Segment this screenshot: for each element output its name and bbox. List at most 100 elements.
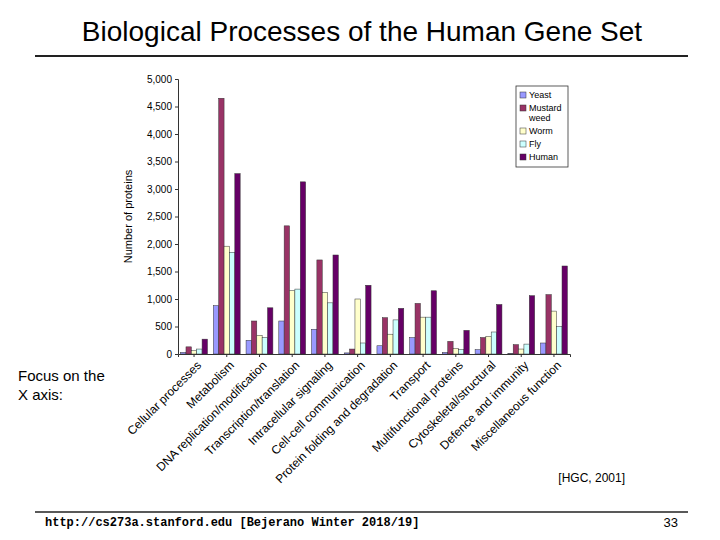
legend: YeastMustardweedWormFlyHuman — [516, 86, 568, 167]
y-tick-label: 2,000 — [147, 239, 172, 250]
x-tick: Protein folding and degradation — [273, 354, 401, 486]
bar — [350, 349, 355, 354]
y-tick-mark — [175, 162, 178, 163]
bar — [398, 308, 403, 354]
y-tick-mark — [175, 217, 178, 218]
bar — [360, 343, 365, 354]
x-tick-mark — [423, 354, 424, 357]
y-tick-label: 4,500 — [147, 101, 172, 112]
footer: http://cs273a.stanford.edu [Bejerano Win… — [45, 516, 419, 530]
bar — [393, 320, 398, 354]
legend-swatch — [520, 92, 526, 98]
title-rule — [35, 55, 688, 57]
x-tick-mark — [488, 354, 489, 357]
bar — [508, 353, 513, 354]
x-tick-mark — [521, 354, 522, 357]
legend-box — [516, 86, 568, 167]
bar — [431, 291, 436, 354]
bar — [557, 327, 562, 355]
x-axis-line — [179, 355, 571, 358]
bar — [453, 349, 458, 355]
bar — [480, 338, 485, 355]
y-tick-label: 4,000 — [147, 129, 172, 140]
legend-label: Mustardweed — [528, 103, 562, 123]
bar — [377, 346, 382, 354]
bar — [322, 292, 327, 354]
legend-swatch — [520, 105, 526, 111]
x-tick-mark — [226, 354, 227, 357]
source: [HGC, 2001] — [558, 471, 625, 485]
bar — [251, 321, 256, 354]
bar — [519, 349, 524, 354]
slide: Biological Processes of the Human Gene S… — [0, 0, 720, 540]
bar — [475, 350, 480, 354]
footer-rule — [35, 511, 688, 513]
bar — [191, 351, 196, 354]
x-tick-mark — [553, 354, 554, 357]
bar — [415, 303, 420, 354]
legend-swatch — [520, 141, 526, 147]
bar — [328, 303, 333, 354]
bar — [546, 295, 551, 354]
x-tick-mark — [357, 354, 358, 357]
y-tick: 2,500 — [147, 211, 178, 222]
y-tick-label: 500 — [155, 321, 172, 332]
y-tick-mark — [175, 134, 178, 135]
y-tick: 500 — [155, 321, 178, 332]
y-tick: 5,000 — [147, 74, 178, 85]
bar — [197, 349, 202, 354]
y-tick: 1,500 — [147, 266, 178, 277]
y-tick-mark — [175, 244, 178, 245]
y-tick: 4,000 — [147, 129, 178, 140]
bar — [420, 317, 425, 354]
bar — [219, 98, 224, 354]
y-tick-mark — [175, 107, 178, 108]
y-tick-label: 1,000 — [147, 294, 172, 305]
bar — [229, 252, 234, 354]
bar — [486, 336, 491, 354]
bar — [300, 182, 305, 354]
bar — [224, 246, 229, 354]
bar — [464, 330, 469, 354]
bar — [458, 350, 463, 354]
y-axis-title: Number of proteins — [122, 169, 134, 263]
series — [186, 98, 551, 354]
y-tick-mark — [175, 272, 178, 273]
x-axis: Cellular processesMetabolismDNA replicat… — [124, 354, 570, 486]
x-tick-mark — [390, 354, 391, 357]
bar — [524, 344, 529, 354]
series — [191, 246, 556, 354]
x-tick-label: Miscellaneous function — [468, 358, 564, 454]
y-axis: 05001,0001,5002,0002,5003,0003,5004,0004… — [147, 74, 179, 360]
bar — [491, 332, 496, 354]
bar — [257, 335, 262, 354]
bar — [317, 260, 322, 354]
bar — [312, 329, 317, 354]
bar — [284, 226, 289, 354]
y-tick-mark — [175, 327, 178, 328]
bar — [355, 299, 360, 354]
bar — [279, 321, 284, 354]
y-tick: 1,000 — [147, 294, 178, 305]
bar — [333, 255, 338, 354]
series — [197, 252, 562, 354]
y-tick-label: 0 — [166, 349, 172, 360]
y-tick: 3,500 — [147, 156, 178, 167]
bar — [513, 345, 518, 354]
bar — [268, 308, 273, 354]
bar — [426, 317, 431, 354]
bar — [382, 318, 387, 354]
y-tick: 4,500 — [147, 101, 178, 112]
x-tick-label: Protein folding and degradation — [273, 358, 401, 486]
y-tick: 0 — [166, 349, 178, 360]
bar — [246, 340, 251, 354]
slide-title: Biological Processes of the Human Gene S… — [82, 16, 643, 47]
bar — [529, 296, 534, 354]
legend-swatch — [520, 154, 526, 160]
bar — [202, 339, 207, 354]
bars — [181, 98, 568, 354]
bar — [541, 343, 546, 354]
page-number: 33 — [664, 515, 678, 530]
y-tick-label: 3,500 — [147, 156, 172, 167]
bar — [290, 291, 295, 354]
